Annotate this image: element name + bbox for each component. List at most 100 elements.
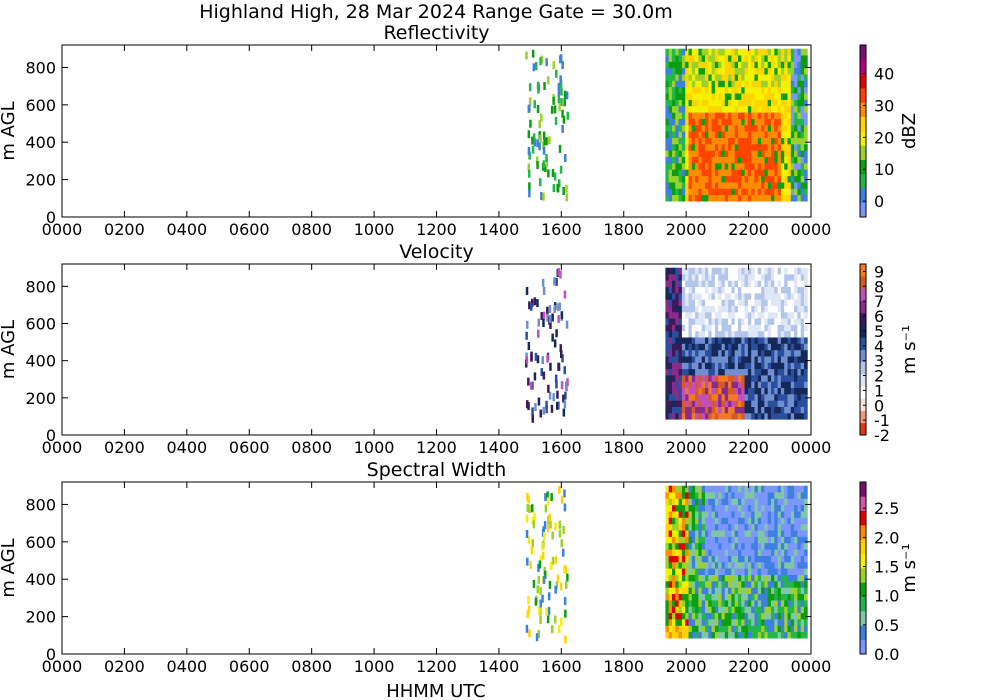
- heatmap-cell: [754, 530, 759, 537]
- heatmap-cell: [774, 536, 778, 544]
- heatmap-cell: [780, 362, 785, 370]
- heatmap-cell: [714, 485, 719, 493]
- heatmap-cell: [681, 504, 686, 512]
- heatmap-cell: [688, 286, 693, 294]
- heatmap-cell: [780, 280, 785, 287]
- heatmap-cell: [777, 574, 782, 582]
- heatmap-cell: [780, 163, 785, 170]
- heatmap-cell: [533, 297, 537, 306]
- heatmap-cell: [678, 381, 683, 388]
- heatmap-cell: [777, 381, 782, 388]
- heatmap-cell: [790, 99, 795, 107]
- heatmap-cell: [794, 612, 798, 620]
- heatmap-cell: [721, 93, 726, 100]
- heatmap-cell: [678, 574, 683, 582]
- heatmap-cell: [757, 93, 762, 100]
- heatmap-cell: [744, 381, 749, 388]
- x-tick-label: 1200: [416, 657, 457, 676]
- heatmap-cell: [790, 80, 795, 88]
- heatmap-cell: [764, 606, 769, 614]
- heatmap-cell: [738, 561, 742, 569]
- heatmap-cell: [764, 74, 769, 81]
- heatmap-cell: [738, 631, 742, 639]
- heatmap-cell: [757, 137, 762, 145]
- heatmap-cell: [738, 612, 742, 620]
- heatmap-cell: [714, 498, 719, 506]
- heatmap-cell: [681, 118, 686, 126]
- heatmap-cell: [724, 600, 729, 607]
- heatmap-cell: [728, 511, 732, 518]
- heatmap-cell: [741, 156, 745, 164]
- heatmap-cell: [738, 105, 742, 113]
- heatmap-cell: [757, 536, 762, 544]
- heatmap-cell: [564, 635, 567, 644]
- heatmap-cell: [751, 631, 755, 639]
- heatmap-cell: [701, 631, 706, 639]
- heatmap-cell: [747, 267, 752, 275]
- heatmap-cell: [744, 337, 749, 344]
- heatmap-cell: [794, 406, 798, 414]
- heatmap-cell: [675, 631, 679, 639]
- heatmap-cell: [705, 182, 709, 189]
- y-tick-label: 200: [25, 608, 56, 627]
- heatmap-cell: [764, 517, 769, 525]
- heatmap-cell: [754, 412, 759, 420]
- heatmap-cell: [804, 55, 808, 62]
- heatmap-cell: [718, 311, 722, 319]
- heatmap-cell: [754, 394, 759, 401]
- heatmap-cell: [764, 568, 769, 575]
- heatmap-cell: [705, 394, 709, 401]
- heatmap-cell: [794, 561, 798, 569]
- heatmap-cell: [539, 134, 542, 143]
- colorbar-label: m s⁻¹: [899, 543, 920, 592]
- heatmap-cell: [698, 587, 703, 594]
- heatmap-cell: [557, 625, 561, 634]
- heatmap-cell: [708, 485, 712, 493]
- heatmap-cell: [787, 169, 792, 177]
- x-tick-label: 0600: [229, 657, 270, 676]
- heatmap-cell: [714, 48, 719, 56]
- heatmap-cell: [565, 580, 568, 589]
- heatmap-cell: [681, 406, 686, 414]
- heatmap-cell: [734, 324, 739, 332]
- heatmap-cell: [675, 150, 679, 157]
- heatmap-cell: [764, 530, 769, 537]
- heatmap-cell: [797, 587, 802, 594]
- heatmap-cell: [545, 58, 548, 67]
- heatmap-cell: [545, 154, 548, 162]
- heatmap-cell: [751, 293, 755, 300]
- heatmap-cell: [681, 542, 686, 550]
- heatmap-cell: [784, 99, 788, 107]
- heatmap-cell: [678, 625, 683, 633]
- heatmap-cell: [757, 368, 762, 376]
- heatmap-cell: [711, 144, 716, 151]
- heatmap-cell: [561, 61, 564, 69]
- heatmap-cell: [711, 280, 716, 287]
- heatmap-cell: [698, 61, 703, 69]
- heatmap-cell: [728, 188, 732, 196]
- heatmap-cell: [668, 517, 673, 525]
- heatmap-cell: [724, 619, 729, 626]
- heatmap-cell: [780, 61, 785, 69]
- heatmap-cell: [718, 55, 722, 62]
- heatmap-cell: [718, 99, 722, 107]
- heatmap-cell: [738, 80, 742, 88]
- heatmap-cell: [672, 67, 676, 75]
- heatmap-cell: [731, 305, 736, 313]
- heatmap-cell: [685, 485, 689, 493]
- heatmap-cell: [695, 74, 699, 81]
- heatmap-cell: [711, 137, 716, 145]
- heatmap-cell: [797, 67, 802, 75]
- heatmap-cell: [541, 278, 545, 287]
- heatmap-cell: [554, 615, 557, 624]
- heatmap-cell: [797, 631, 802, 639]
- heatmap-cell: [724, 561, 729, 569]
- heatmap-cell: [705, 267, 709, 275]
- heatmap-cell: [718, 349, 722, 357]
- heatmap-cell: [741, 504, 745, 512]
- heatmap-cell: [711, 61, 716, 69]
- heatmap-cell: [668, 504, 673, 512]
- heatmap-cell: [695, 574, 699, 582]
- heatmap-cell: [691, 375, 696, 382]
- heatmap-cell: [714, 549, 719, 556]
